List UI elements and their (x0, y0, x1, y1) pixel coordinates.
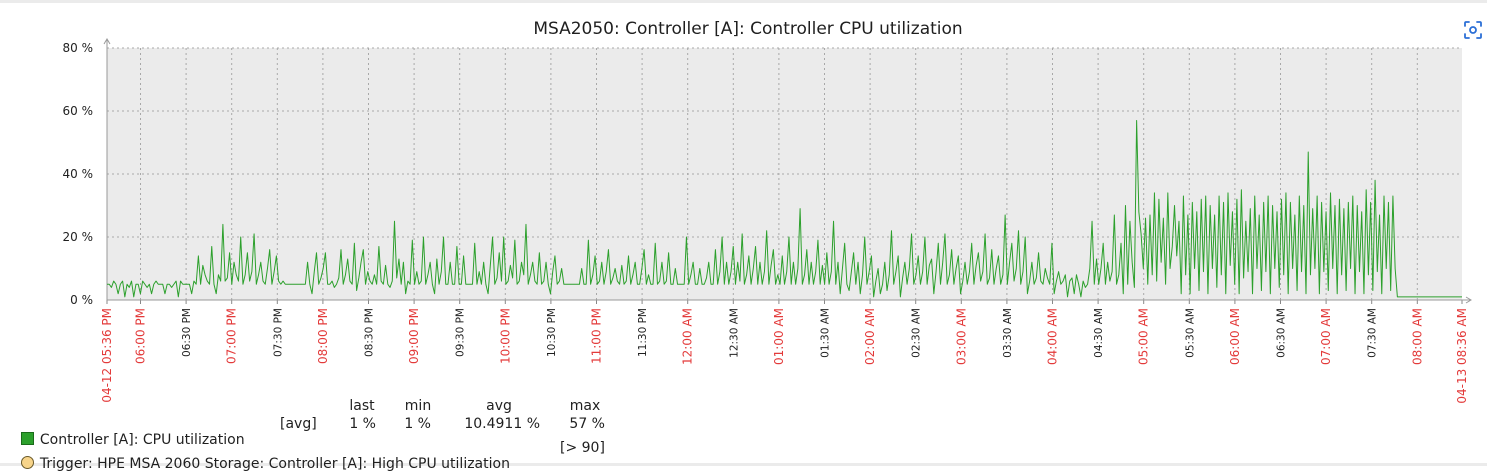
expand-graph-button[interactable] (1461, 18, 1485, 42)
x-tick-label: 01:30 AM (820, 308, 832, 358)
legend-header-max: max (569, 398, 601, 414)
legend-trigger-label: Trigger: HPE MSA 2060 Storage: Controlle… (39, 456, 510, 472)
x-tick-label: 12:30 AM (728, 308, 740, 358)
y-tick-label: 80 % (63, 41, 94, 55)
x-tick-label: 03:30 AM (1002, 308, 1014, 358)
trigger-icon (20, 456, 34, 469)
x-tick-label: 08:30 PM (364, 308, 376, 357)
x-tick-label: 12:00 AM (681, 308, 695, 365)
y-tick-label: 20 % (63, 230, 94, 244)
legend-swatch (20, 432, 34, 445)
x-tick-label: 07:00 AM (1319, 308, 1333, 365)
x-tick-label: 10:30 PM (546, 308, 558, 357)
series-line (107, 119, 1462, 298)
legend-item-last: 1 % (349, 416, 376, 432)
legend-header-last: last (349, 398, 375, 414)
x-tick-label: 02:00 AM (863, 308, 877, 365)
legend-item-label: Controller [A]: CPU utilization (39, 432, 245, 448)
series-layer (107, 119, 1462, 298)
x-tick-label: 01:00 AM (772, 308, 786, 365)
x-tick-label: 05:00 AM (1137, 308, 1151, 365)
x-axis-arrow (1465, 296, 1472, 304)
chart-title: MSA2050: Controller [A]: Controller CPU … (533, 19, 962, 39)
x-tick-label: 09:30 PM (455, 308, 467, 357)
grid (107, 47, 1462, 300)
legend-trigger: Trigger: HPE MSA 2060 Storage: Controlle… (12, 440, 510, 472)
x-tick-labels: 04-12 05:36 PM 06:00 PM 06:30 PM 07:00 PM 07… (100, 308, 1469, 404)
x-tick-label: 04-13 08:36 AM (1455, 308, 1469, 404)
x-tick-label: 07:30 AM (1367, 308, 1379, 358)
y-tick-label: 60 % (63, 104, 94, 118)
x-tick-label: 04:30 AM (1093, 308, 1105, 358)
x-tick-label: 03:00 AM (954, 308, 968, 365)
x-tick-label: 09:00 PM (407, 308, 421, 364)
legend-header-avg: avg (486, 398, 512, 414)
x-tick-label: 10:00 PM (498, 308, 512, 364)
legend-header-min: min (404, 398, 432, 414)
y-tick-labels: 80 % 60 % 40 % 20 % 0 % (63, 41, 94, 307)
x-tick-label: 08:00 PM (316, 308, 330, 364)
legend-item-func: [avg] (280, 416, 317, 432)
legend-item-min: 1 % (404, 416, 431, 432)
x-tick-label: 04:00 AM (1046, 308, 1060, 365)
legend-item-max: 57 % (569, 416, 605, 432)
x-tick-label: 06:30 AM (1276, 308, 1288, 358)
x-tick-label: 07:30 PM (272, 308, 284, 357)
x-tick-label: 11:30 PM (637, 308, 649, 357)
legend-trigger-threshold: [> 90] (560, 440, 605, 456)
x-tick-label: 11:00 PM (590, 308, 604, 364)
axes (103, 38, 1472, 304)
x-tick-label: 07:00 PM (225, 308, 239, 364)
x-tick-label: 04-12 05:36 PM (100, 308, 114, 403)
y-axis-arrow (103, 38, 111, 45)
x-tick-label: 06:30 PM (181, 308, 193, 357)
x-tick-label: 06:00 PM (134, 308, 148, 364)
x-tick-label: 06:00 AM (1228, 308, 1242, 365)
y-tick-label: 40 % (63, 167, 94, 181)
y-tick-label: 0 % (70, 293, 93, 307)
legend-item: Controller [A]: CPU utilization (12, 416, 245, 448)
x-tick-label: 05:30 AM (1184, 308, 1196, 358)
x-tick-label: 08:00 AM (1410, 308, 1424, 365)
focus-scan-icon (1464, 21, 1482, 39)
x-tick-label: 02:30 AM (911, 308, 923, 358)
legend-item-avg: 10.4911 % (464, 416, 540, 432)
